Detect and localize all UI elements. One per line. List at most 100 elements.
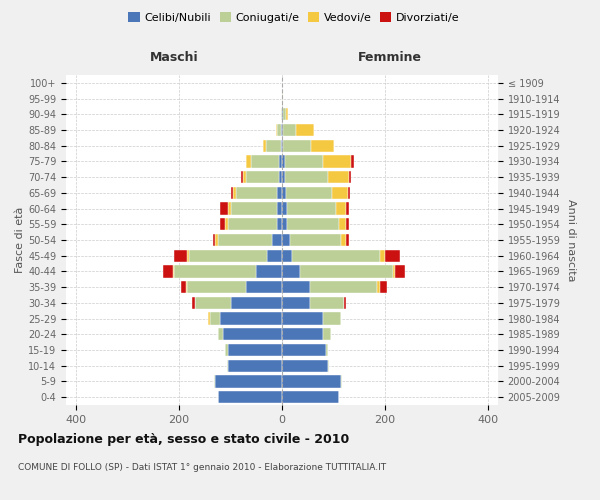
Bar xyxy=(281,108,282,120)
Bar xyxy=(233,186,236,199)
Bar xyxy=(282,376,341,388)
Bar xyxy=(287,218,338,230)
Bar xyxy=(192,296,194,309)
Bar xyxy=(287,202,336,214)
Bar xyxy=(282,234,290,246)
Bar xyxy=(328,171,349,183)
Bar xyxy=(348,186,350,199)
Bar xyxy=(310,281,377,293)
Bar xyxy=(226,218,228,230)
Bar xyxy=(256,266,282,278)
Bar xyxy=(173,266,174,278)
Bar xyxy=(174,266,256,278)
Bar xyxy=(215,234,218,246)
Bar xyxy=(215,376,282,388)
Bar xyxy=(282,360,328,372)
Bar xyxy=(286,108,288,120)
Bar xyxy=(214,376,215,388)
Y-axis label: Fasce di età: Fasce di età xyxy=(15,207,25,273)
Bar xyxy=(226,344,228,356)
Bar xyxy=(186,281,187,293)
Bar xyxy=(272,234,282,246)
Bar xyxy=(300,266,392,278)
Bar xyxy=(296,124,314,136)
Bar xyxy=(210,312,220,324)
Bar xyxy=(194,296,230,309)
Bar xyxy=(208,312,210,324)
Bar xyxy=(392,266,395,278)
Bar xyxy=(282,218,287,230)
Bar xyxy=(323,156,352,168)
Bar xyxy=(282,328,323,340)
Bar xyxy=(349,171,352,183)
Bar xyxy=(228,202,230,214)
Bar xyxy=(251,156,280,168)
Bar xyxy=(163,266,173,278)
Bar xyxy=(277,202,282,214)
Bar xyxy=(346,218,349,230)
Bar xyxy=(246,156,251,168)
Bar xyxy=(282,140,283,152)
Bar xyxy=(277,218,282,230)
Bar xyxy=(266,140,281,152)
Bar xyxy=(230,202,277,214)
Bar xyxy=(266,250,282,262)
Bar xyxy=(283,108,286,120)
Bar xyxy=(241,171,244,183)
Bar xyxy=(290,234,341,246)
Bar xyxy=(280,156,282,168)
Bar xyxy=(282,250,292,262)
Bar xyxy=(190,250,266,262)
Bar xyxy=(338,218,346,230)
Bar xyxy=(218,391,282,404)
Bar xyxy=(282,156,284,168)
Bar xyxy=(181,281,186,293)
Bar xyxy=(326,344,328,356)
Bar xyxy=(282,202,287,214)
Bar xyxy=(323,328,331,340)
Bar xyxy=(223,328,282,340)
Bar xyxy=(281,124,282,136)
Bar xyxy=(174,250,187,262)
Bar xyxy=(323,312,341,324)
Bar xyxy=(346,234,349,246)
Bar xyxy=(246,281,282,293)
Bar xyxy=(228,218,277,230)
Bar xyxy=(228,344,282,356)
Bar xyxy=(341,376,342,388)
Bar xyxy=(380,281,388,293)
Bar xyxy=(230,296,282,309)
Bar xyxy=(212,234,215,246)
Bar xyxy=(282,108,283,120)
Bar xyxy=(377,281,380,293)
Legend: Celibi/Nubili, Coniugati/e, Vedovi/e, Divorziati/e: Celibi/Nubili, Coniugati/e, Vedovi/e, Di… xyxy=(124,8,464,28)
Bar xyxy=(282,344,326,356)
Bar xyxy=(220,218,226,230)
Bar xyxy=(282,186,286,199)
Bar xyxy=(385,250,400,262)
Bar xyxy=(344,296,346,309)
Bar xyxy=(228,360,282,372)
Bar xyxy=(284,171,328,183)
Bar xyxy=(263,140,266,152)
Bar xyxy=(218,328,223,340)
Bar xyxy=(346,202,349,214)
Bar xyxy=(276,124,277,136)
Text: Femmine: Femmine xyxy=(358,51,422,64)
Bar xyxy=(352,156,354,168)
Bar xyxy=(282,266,300,278)
Bar xyxy=(282,281,310,293)
Bar xyxy=(395,266,406,278)
Y-axis label: Anni di nascita: Anni di nascita xyxy=(566,198,576,281)
Bar xyxy=(292,250,380,262)
Bar xyxy=(277,186,282,199)
Bar xyxy=(341,234,346,246)
Text: COMUNE DI FOLLO (SP) - Dati ISTAT 1° gennaio 2010 - Elaborazione TUTTITALIA.IT: COMUNE DI FOLLO (SP) - Dati ISTAT 1° gen… xyxy=(18,462,386,471)
Bar xyxy=(220,202,228,214)
Bar xyxy=(332,186,348,199)
Bar xyxy=(218,234,272,246)
Bar xyxy=(282,296,310,309)
Text: Popolazione per età, sesso e stato civile - 2010: Popolazione per età, sesso e stato civil… xyxy=(18,432,349,446)
Text: Maschi: Maschi xyxy=(149,51,199,64)
Bar xyxy=(246,171,280,183)
